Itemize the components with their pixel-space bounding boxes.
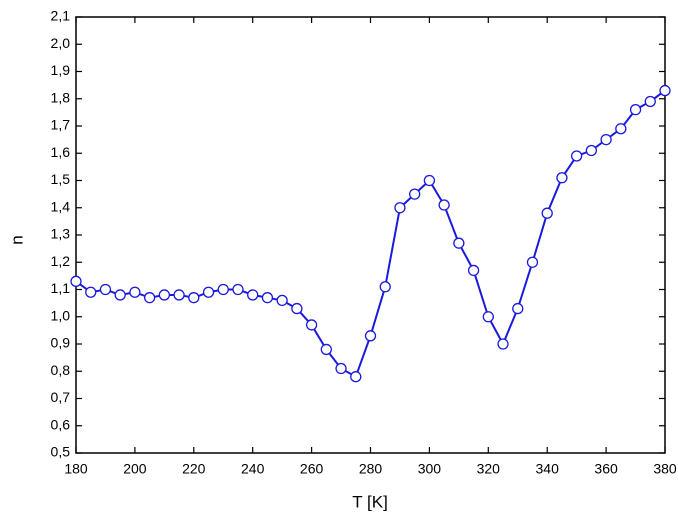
x-tick-label: 240 <box>241 461 265 477</box>
data-point <box>173 289 185 301</box>
data-point <box>394 202 406 214</box>
data-point <box>202 286 215 298</box>
data-point <box>276 294 288 307</box>
data-point <box>99 283 112 296</box>
y-tick-label: 0,8 <box>51 362 71 378</box>
y-tick-label: 1,0 <box>51 307 71 323</box>
y-tick-label: 1,7 <box>51 117 71 133</box>
data-point <box>335 362 347 375</box>
data-point <box>541 207 553 219</box>
plot-frame <box>75 16 666 454</box>
y-tick-label: 0,7 <box>51 389 71 405</box>
x-tick-label: 280 <box>359 461 383 477</box>
data-point <box>615 123 627 135</box>
y-tick-label: 1,5 <box>51 171 71 187</box>
data-point <box>364 330 377 342</box>
data-point <box>70 275 82 287</box>
data-point <box>526 256 539 268</box>
data-point <box>305 319 318 331</box>
data-point <box>453 237 465 249</box>
data-point <box>158 289 171 301</box>
x-tick-label: 180 <box>64 461 88 477</box>
data-point <box>114 289 126 301</box>
data-point <box>409 188 421 200</box>
data-point <box>85 286 97 298</box>
data-point <box>438 199 450 211</box>
x-tick-label: 220 <box>182 461 206 477</box>
y-tick-label: 1,9 <box>51 62 71 78</box>
y-tick-label: 2,1 <box>51 8 71 24</box>
data-point <box>232 283 244 296</box>
y-tick-label: 1,6 <box>51 144 71 160</box>
x-tick-label: 320 <box>477 461 501 477</box>
data-point <box>129 286 141 298</box>
y-tick-label: 0,5 <box>51 444 71 460</box>
data-point <box>644 95 656 108</box>
y-tick-label: 1,8 <box>51 89 71 105</box>
data-point <box>247 289 259 301</box>
data-point <box>291 302 303 315</box>
data-point <box>629 104 642 116</box>
data-point <box>482 311 494 323</box>
y-tick-label: 0,9 <box>51 335 71 351</box>
data-point <box>143 292 156 304</box>
data-point <box>659 84 671 97</box>
data-point <box>512 302 524 315</box>
data-point <box>556 172 568 184</box>
data-point <box>261 292 274 304</box>
y-tick-label: 1,1 <box>51 280 71 296</box>
y-tick-label: 1,3 <box>51 226 71 242</box>
data-point <box>585 144 598 157</box>
data-point <box>497 338 509 350</box>
x-tick-label: 340 <box>536 461 560 477</box>
y-tick-label: 1,2 <box>51 253 71 269</box>
y-tick-label: 0,6 <box>51 416 71 432</box>
data-point <box>188 292 200 304</box>
x-tick-label: 200 <box>123 461 147 477</box>
data-point <box>467 264 480 277</box>
x-tick-label: 360 <box>594 461 618 477</box>
x-tick-label: 260 <box>300 461 324 477</box>
x-tick-label: 380 <box>653 461 677 477</box>
data-point <box>320 343 332 356</box>
y-tick-label: 1,4 <box>51 198 71 214</box>
y-axis-title: n <box>7 235 26 244</box>
data-point <box>423 174 436 187</box>
x-tick-label: 300 <box>418 461 442 477</box>
data-point <box>379 281 391 293</box>
data-point <box>350 371 362 383</box>
x-axis-title: T [K] <box>352 492 388 511</box>
y-tick-label: 2,0 <box>51 35 71 51</box>
data-point <box>217 283 229 296</box>
data-point <box>571 150 583 162</box>
data-point <box>600 133 612 146</box>
